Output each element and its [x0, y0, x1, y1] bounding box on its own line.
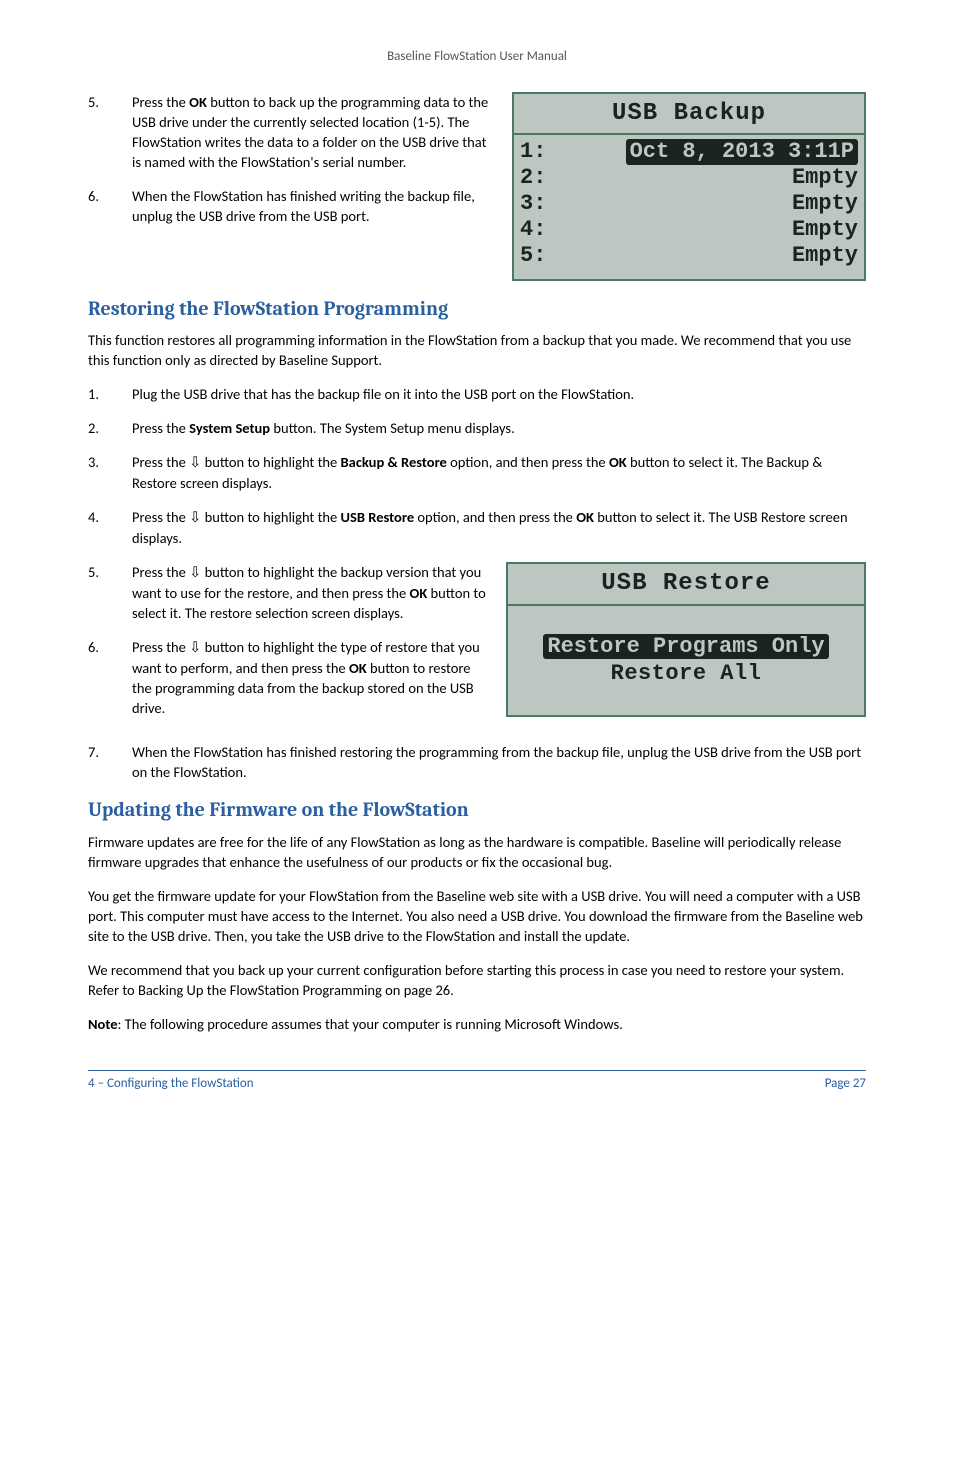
update-p1: Firmware updates are free for the life o… — [88, 832, 866, 872]
usb-restore-title: USB Restore — [508, 564, 864, 605]
backup-row2-label: 2: — [520, 165, 560, 191]
restore-step-5: Press the ⇩ button to highlight the back… — [88, 562, 488, 623]
rs3-boldB: OK — [609, 453, 627, 471]
backup-row3-value: Empty — [792, 191, 858, 217]
usb-restore-lcd: USB Restore Restore Programs Only Restor… — [506, 562, 866, 717]
updating-heading: Updating the Firmware on the FlowStation — [88, 796, 866, 824]
usb-backup-body: 1: Oct 8, 2013 3:11P 2: Empty 3: Empty 4… — [514, 135, 864, 279]
rs4-boldA: USB Restore — [341, 508, 415, 526]
backup-row-1: 1: Oct 8, 2013 3:11P — [520, 139, 858, 165]
rs4-boldB: OK — [576, 508, 594, 526]
backup-row5-value: Empty — [792, 243, 858, 269]
restore-step-6: Press the ⇩ button to highlight the type… — [88, 637, 488, 718]
backup-text-column: Press the OK button to back up the progr… — [88, 92, 494, 281]
usb-backup-lcd: USB Backup 1: Oct 8, 2013 3:11P 2: Empty… — [512, 92, 866, 281]
backup-row3-label: 3: — [520, 191, 560, 217]
rs4-mid2: option, and then press the — [414, 508, 576, 526]
restore-intro: This function restores all programming i… — [88, 330, 866, 370]
restore-step-7: When the FlowStation has finished restor… — [88, 742, 866, 782]
backup-row-3: 3: Empty — [520, 191, 858, 217]
rs2-pre: Press the — [132, 419, 189, 437]
rs6-bold: OK — [349, 659, 367, 677]
backup-row5-label: 5: — [520, 243, 560, 269]
rs3-boldA: Backup & Restore — [341, 453, 447, 471]
footer-left: 4 – Configuring the FlowStation — [88, 1075, 254, 1093]
page-header: Baseline FlowStation User Manual — [88, 48, 866, 66]
restore-figure-column: USB Restore Restore Programs Only Restor… — [506, 562, 866, 732]
backup-row4-label: 4: — [520, 217, 560, 243]
rs5-pre: Press the — [132, 563, 189, 581]
rs3-mid: button to highlight the — [201, 453, 340, 471]
rs6-pre: Press the — [132, 638, 189, 656]
step5-pre: Press the — [132, 93, 189, 111]
rs4-pre: Press the — [132, 508, 189, 526]
backup-row4-value: Empty — [792, 217, 858, 243]
step5-ok-bold: OK — [189, 93, 207, 111]
restore-option-programs-only: Restore Programs Only — [543, 634, 828, 660]
usb-restore-body: Restore Programs Only Restore All — [508, 606, 864, 716]
step-5: Press the OK button to back up the progr… — [88, 92, 494, 172]
backup-figure-column: USB Backup 1: Oct 8, 2013 3:11P 2: Empty… — [512, 92, 866, 281]
backup-row1-label: 1: — [520, 139, 560, 165]
rs4-mid: button to highlight the — [201, 508, 340, 526]
restore-steps-7: When the FlowStation has finished restor… — [88, 742, 866, 782]
backup-row1-value: Oct 8, 2013 3:11P — [626, 139, 858, 165]
down-arrow-icon: ⇩ — [189, 640, 201, 656]
down-arrow-icon: ⇩ — [189, 510, 201, 526]
backup-row-5: 5: Empty — [520, 243, 858, 269]
note-label: Note — [88, 1015, 118, 1033]
step-6: When the FlowStation has finished writin… — [88, 186, 494, 226]
update-p2: You get the firmware update for your Flo… — [88, 886, 866, 946]
update-p3: We recommend that you back up your curre… — [88, 960, 866, 1000]
rs2-bold: System Setup — [189, 419, 270, 437]
backup-row-4: 4: Empty — [520, 217, 858, 243]
restore-option-all: Restore All — [516, 661, 856, 687]
rs3-pre: Press the — [132, 453, 189, 471]
usb-backup-title: USB Backup — [514, 94, 864, 135]
restore-text-column: Press the ⇩ button to highlight the back… — [88, 562, 488, 732]
rs3-mid2: option, and then press the — [447, 453, 609, 471]
rs5-bold: OK — [410, 584, 428, 602]
backup-steps-list: Press the OK button to back up the progr… — [88, 92, 494, 226]
update-note: Note: The following procedure assumes th… — [88, 1014, 866, 1034]
page-footer: 4 – Configuring the FlowStation Page 27 — [88, 1070, 866, 1093]
restore-two-column: Press the ⇩ button to highlight the back… — [88, 562, 866, 732]
backup-row-2: 2: Empty — [520, 165, 858, 191]
restore-step-1: Plug the USB drive that has the backup f… — [88, 384, 866, 404]
restoring-heading: Restoring the FlowStation Programming — [88, 295, 866, 323]
footer-right: Page 27 — [825, 1075, 866, 1093]
backup-row2-value: Empty — [792, 165, 858, 191]
rs2-post: button. The System Setup menu displays. — [270, 419, 515, 437]
down-arrow-icon: ⇩ — [189, 455, 201, 471]
restore-step-2: Press the System Setup button. The Syste… — [88, 418, 866, 438]
restore-step-3: Press the ⇩ button to highlight the Back… — [88, 452, 866, 493]
backup-two-column: Press the OK button to back up the progr… — [88, 92, 866, 281]
note-text: : The following procedure assumes that y… — [118, 1015, 623, 1033]
down-arrow-icon: ⇩ — [189, 565, 201, 581]
restore-step-4: Press the ⇩ button to highlight the USB … — [88, 507, 866, 548]
restore-steps-1-4: Plug the USB drive that has the backup f… — [88, 384, 866, 548]
restore-steps-5-6: Press the ⇩ button to highlight the back… — [88, 562, 488, 718]
